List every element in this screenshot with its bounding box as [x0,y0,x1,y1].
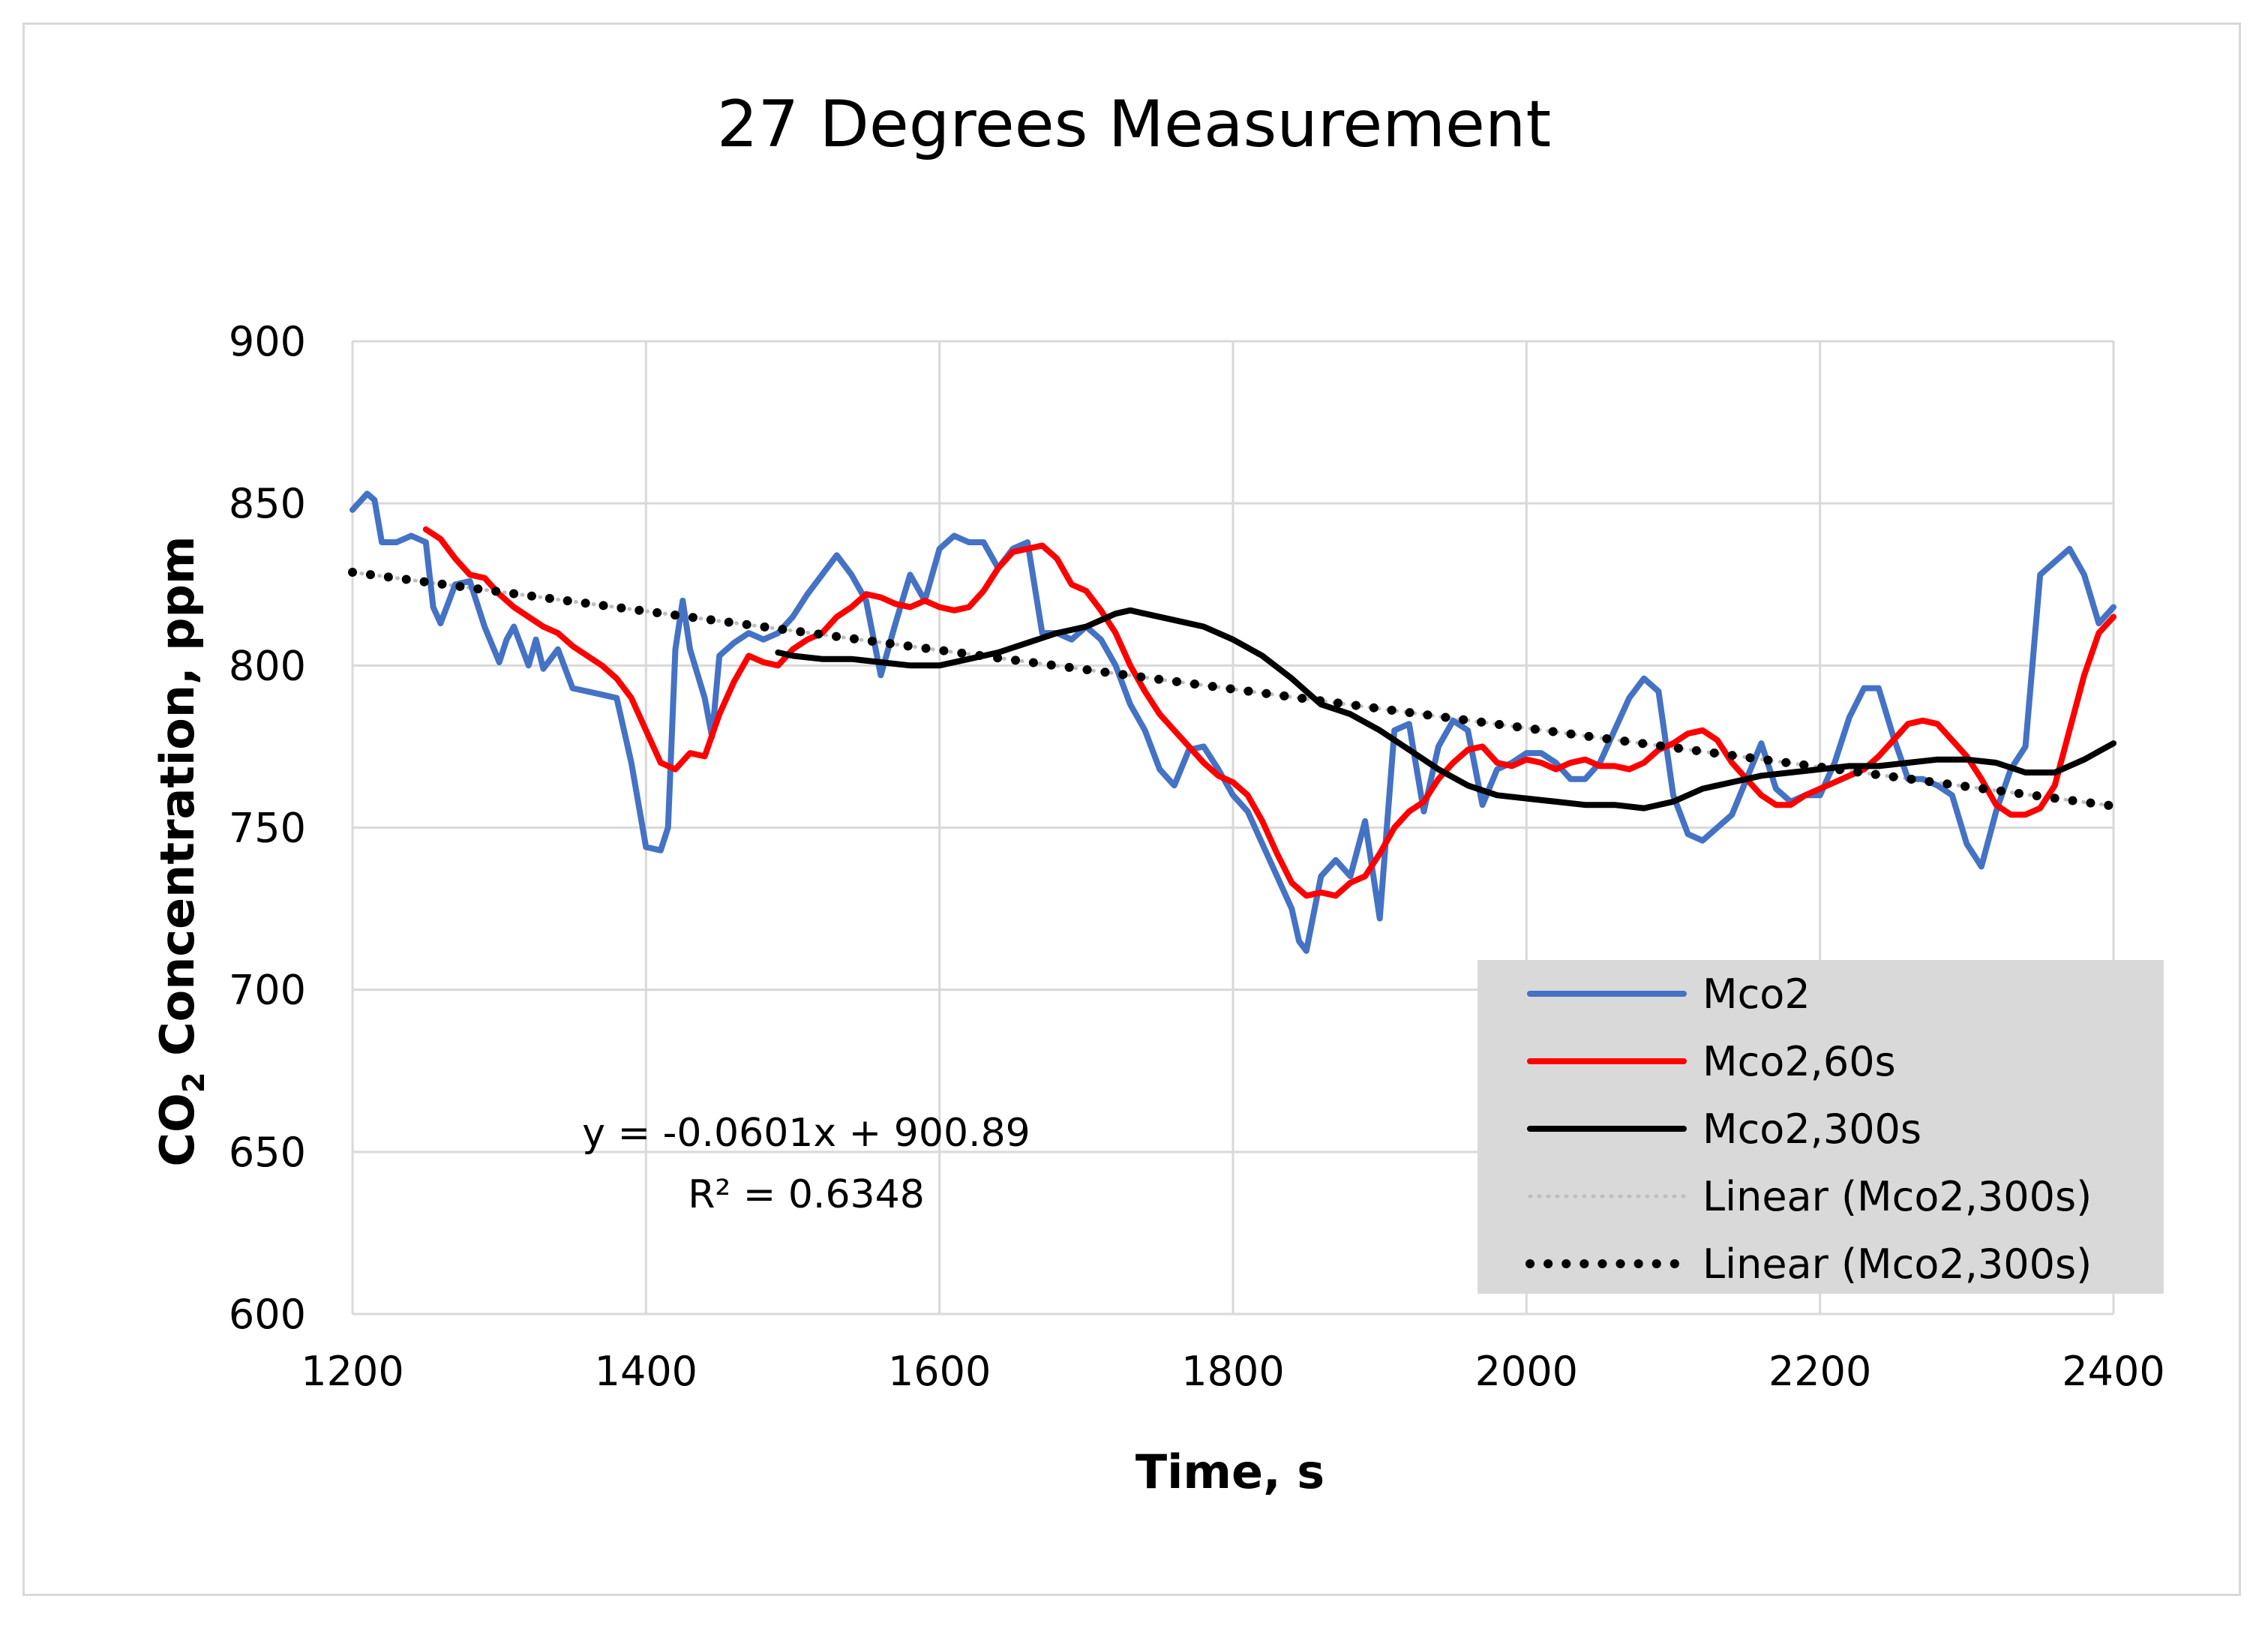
x-tick-label: 1800 [1181,1348,1284,1395]
series-line-1 [422,526,2116,899]
y-tick-label: 700 [229,967,306,1014]
y-tick-labels: 600 650 700 750 800 850 900 [229,318,306,1338]
legend-label-4: Linear (Mco2,300s) [1702,1240,2092,1288]
series-line-3 [350,570,2116,808]
legend-label-0: Mco2 [1702,970,1810,1018]
legend-items: Mco2 Mco2,60s Mco2,300s Linear (Mco2,300s) L… [1526,970,2092,1288]
x-tick-labels: 1200 1400 1600 1800 2000 2200 2400 [301,1348,2164,1395]
gridlines [351,340,2115,1316]
y-axis-title: CO2 Concentration, ppm [150,536,212,1167]
x-tick-label: 1400 [595,1348,698,1395]
y-tick-label: 600 [229,1291,306,1338]
series-layer [348,490,2118,954]
legend: Mco2 Mco2,60s Mco2,300s Linear (Mco2,300s) L… [1478,960,2164,1294]
x-tick-label: 2400 [2062,1348,2164,1395]
x-tick-label: 2200 [1768,1348,1871,1395]
x-tick-label: 1200 [301,1348,404,1395]
series-line-2 [775,607,2116,812]
legend-label-2: Mco2,300s [1702,1106,1922,1153]
x-tick-label: 2000 [1475,1348,1578,1395]
y-axis-title-suffix: Concentration, ppm [150,536,205,1072]
y-tick-label: 800 [229,642,306,689]
y-axis-title-prefix: CO [150,1093,205,1166]
trendline-r2: R² = 0.6348 [688,1172,925,1217]
trendline-equation: y = -0.0601x + 900.89 [582,1111,1030,1156]
chart-title: 27 Degrees Measurement [717,87,1551,162]
x-axis-title: Time, s [1136,1444,1324,1499]
x-tick-label: 1600 [888,1348,991,1395]
y-axis-title-subscript: 2 [177,1072,212,1093]
y-tick-label: 650 [229,1129,306,1176]
legend-label-1: Mco2,60s [1702,1038,1896,1085]
chart-frame [22,22,2241,1596]
y-tick-label: 750 [229,805,306,852]
series-line-4 [348,568,2118,811]
y-tick-label: 850 [229,480,306,527]
y-tick-label: 900 [229,318,306,365]
legend-label-3: Linear (Mco2,300s) [1702,1173,2092,1220]
